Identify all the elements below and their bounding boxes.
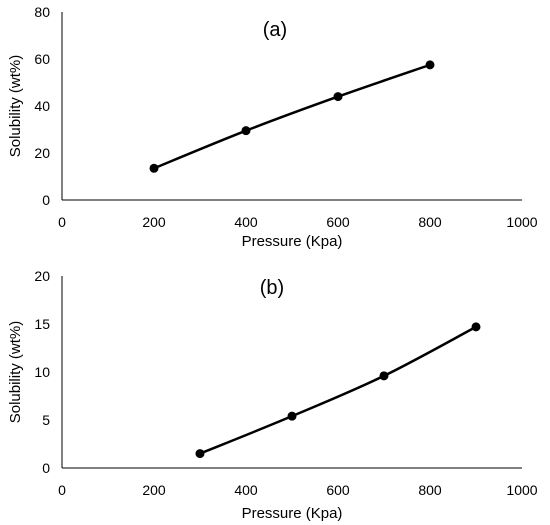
x-tick-label: 400 — [234, 482, 258, 498]
y-tick-label: 20 — [34, 145, 50, 161]
x-tick-label: 0 — [58, 214, 66, 230]
x-tick-label: 1000 — [506, 214, 537, 230]
data-point — [241, 126, 251, 136]
x-tick-label: 600 — [326, 214, 350, 230]
x-tick-label: 800 — [418, 214, 442, 230]
y-tick-label: 60 — [34, 51, 50, 67]
data-point — [379, 371, 389, 381]
data-point — [333, 92, 343, 102]
data-point — [425, 60, 435, 70]
y-tick-label: 0 — [42, 460, 50, 476]
y-tick-label: 10 — [34, 364, 50, 380]
chart-title: (b) — [260, 277, 284, 299]
axes — [61, 12, 522, 201]
x-tick-label: 0 — [58, 482, 66, 498]
x-tick-label: 200 — [142, 482, 166, 498]
axes — [61, 276, 522, 469]
y-tick-label: 80 — [34, 4, 50, 20]
y-tick-label: 40 — [34, 98, 50, 114]
chart-panel-b: (b) Solubility (wt%) Pressure (Kpa) 0 5 10… — [7, 268, 538, 522]
x-axis-title: Pressure (Kpa) — [242, 505, 343, 522]
series — [195, 322, 481, 459]
y-tick-label: 15 — [34, 316, 50, 332]
data-point — [287, 411, 297, 421]
x-tick-label: 600 — [326, 482, 350, 498]
data-point — [471, 322, 481, 332]
x-axis-title: Pressure (Kpa) — [242, 233, 343, 250]
y-axis-title: Solubility (wt%) — [7, 55, 24, 158]
chart-title: (a) — [263, 19, 287, 41]
x-ticks: 0 200 400 600 800 1000 — [58, 482, 538, 498]
data-point — [149, 163, 159, 173]
y-ticks: 0 20 40 60 80 — [34, 4, 50, 208]
data-point — [195, 449, 205, 459]
x-tick-label: 1000 — [506, 482, 537, 498]
x-tick-label: 800 — [418, 482, 442, 498]
series-line — [153, 63, 431, 170]
chart-panel-a: (a) Solubility (wt%) Pressure (Kpa) 0 20 4… — [7, 4, 538, 250]
series — [149, 60, 435, 173]
y-tick-label: 5 — [42, 412, 50, 428]
y-axis-title: Solubility (wt%) — [7, 321, 24, 424]
series-line — [199, 325, 477, 455]
y-tick-label: 20 — [34, 268, 50, 284]
y-tick-label: 0 — [42, 192, 50, 208]
x-ticks: 0 200 400 600 800 1000 — [58, 214, 538, 230]
x-tick-label: 200 — [142, 214, 166, 230]
x-tick-label: 400 — [234, 214, 258, 230]
y-ticks: 0 5 10 15 20 — [34, 268, 50, 476]
